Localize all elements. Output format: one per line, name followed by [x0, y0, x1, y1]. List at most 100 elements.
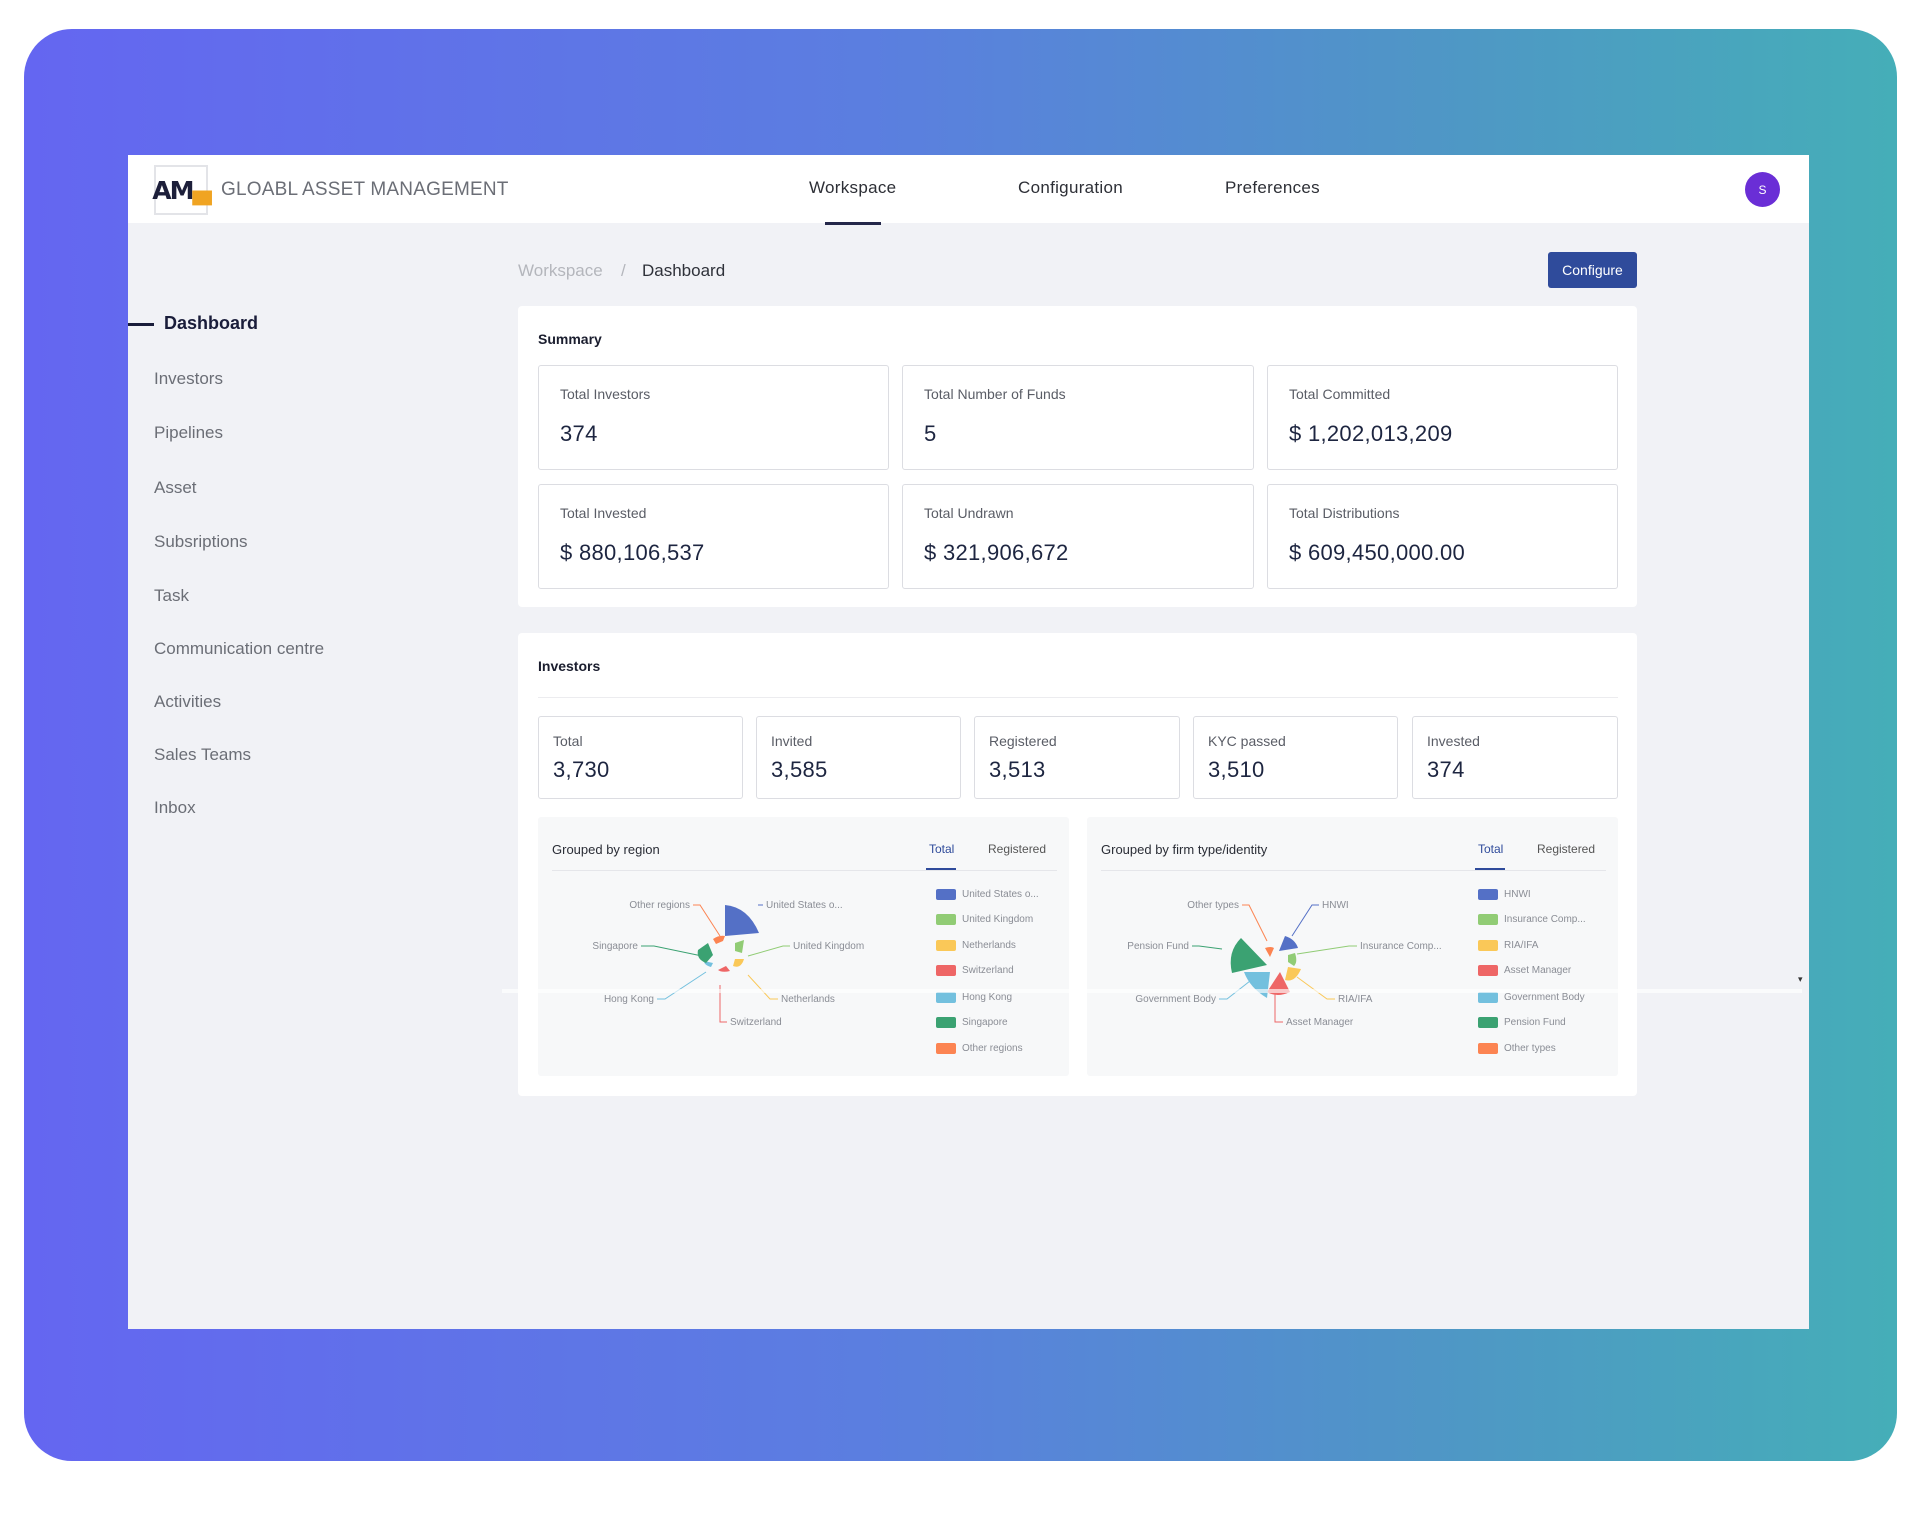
breadcrumb-parent[interactable]: Workspace — [518, 261, 603, 280]
region-slices — [697, 905, 759, 972]
logo[interactable]: AM▄ — [152, 165, 212, 215]
legend-item[interactable]: Switzerland — [936, 965, 1014, 976]
investor-stat-invested: Invested 374 — [1412, 716, 1618, 799]
sidebar-item-dashboard[interactable]: Dashboard — [164, 313, 259, 333]
region-tab-registered[interactable]: Registered — [988, 842, 1047, 856]
firm-tab-indicator — [1475, 868, 1505, 870]
nav-tab-preferences[interactable]: Preferences — [1225, 178, 1320, 197]
stat-value: 374 — [1427, 757, 1465, 782]
leader-united-kingdom — [747, 945, 790, 957]
active-indicator — [128, 323, 154, 326]
label-united-states: United States o... — [766, 900, 843, 911]
sidebar-item-sales-teams[interactable]: Sales Teams — [154, 745, 252, 764]
slice-singapore — [697, 943, 713, 963]
investor-stat-kyc-passed: KYC passed 3,510 — [1193, 716, 1398, 799]
leader-netherlands — [747, 974, 778, 1000]
legend-item[interactable]: RIA/IFA — [1478, 940, 1538, 951]
legend-swatch — [1478, 965, 1498, 976]
label-insurance: Insurance Comp... — [1360, 941, 1442, 952]
stat-value: $ 880,106,537 — [560, 540, 705, 565]
legend-swatch — [936, 965, 956, 976]
legend-label: Insurance Comp... — [1504, 914, 1586, 925]
legend-label: Netherlands — [962, 940, 1016, 951]
legend-swatch — [936, 914, 956, 925]
stat-total-invested: Total Invested $ 880,106,537 — [538, 484, 889, 589]
stat-label: Total Investors — [560, 386, 651, 402]
legend-item[interactable]: United States o... — [936, 889, 1039, 900]
nav-tab-configuration[interactable]: Configuration — [1018, 178, 1124, 197]
legend-item[interactable]: Government Body — [1478, 992, 1585, 1003]
avatar-initial: S — [1758, 182, 1767, 197]
stat-value: 5 — [924, 421, 937, 446]
legend-item[interactable]: Other regions — [936, 1043, 1023, 1054]
label-united-kingdom: United Kingdom — [793, 941, 864, 952]
sidebar-item-inbox[interactable]: Inbox — [154, 798, 196, 817]
stat-label: Total Undrawn — [924, 505, 1014, 521]
leader-government-body — [1219, 980, 1251, 1000]
legend-item[interactable]: Other types — [1478, 1043, 1556, 1054]
nav-tab-workspace[interactable]: Workspace — [809, 178, 897, 225]
slice-united-kingdom — [735, 940, 744, 953]
stat-label: Total Distributions — [1289, 505, 1400, 521]
sidebar-item-subscriptions[interactable]: Subsriptions — [154, 532, 248, 551]
label-netherlands: Netherlands — [781, 994, 835, 1005]
stat-label: Total Committed — [1289, 386, 1391, 402]
firm-tab-registered[interactable]: Registered — [1537, 842, 1596, 856]
legend-label: Switzerland — [962, 965, 1014, 976]
leader-hong-kong — [657, 971, 707, 1000]
legend-item[interactable]: United Kingdom — [936, 914, 1033, 925]
sidebar-item-pipelines[interactable]: Pipelines — [154, 423, 223, 442]
legend-item[interactable]: Singapore — [936, 1017, 1008, 1028]
stat-value: 374 — [560, 421, 598, 446]
app-window: AM▄ GLOABL ASSET MANAGEMENT Workspace Co… — [128, 155, 1809, 1329]
firm-rose-chart: Other types HNWI Pension Fund Insurance … — [1127, 900, 1442, 1028]
legend-label: United Kingdom — [962, 914, 1034, 925]
legend-label: Singapore — [962, 1017, 1008, 1028]
logo-mark: AM▄ — [152, 175, 211, 205]
sidebar-item-task[interactable]: Task — [154, 586, 189, 605]
legend-item[interactable]: Asset Manager — [1478, 965, 1571, 976]
region-leader-lines — [641, 904, 790, 1023]
breadcrumb-current: Dashboard — [642, 261, 726, 280]
slice-ria-ifa — [1285, 967, 1301, 981]
legend-label: Asset Manager — [1504, 965, 1572, 976]
summary-card: Summary Total Investors 374 Total Number… — [518, 306, 1637, 607]
label-government-body: Government Body — [1135, 994, 1216, 1005]
legend-item[interactable]: HNWI — [1478, 889, 1531, 900]
region-slice-labels: Other regions United States o... Singapo… — [592, 900, 864, 1028]
slice-hnwi — [1279, 936, 1298, 951]
stat-label: Invited — [771, 733, 813, 749]
region-tab-total[interactable]: Total — [929, 842, 955, 856]
slice-other-regions — [713, 935, 725, 944]
breadcrumb-separator: / — [621, 261, 626, 280]
legend-item[interactable]: Hong Kong — [936, 992, 1012, 1003]
sidebar-item-activities[interactable]: Activities — [154, 692, 222, 711]
legend-item[interactable]: Netherlands — [936, 940, 1016, 951]
region-rose-chart: Other regions United States o... Singapo… — [592, 900, 864, 1028]
sidebar-item-communication-centre[interactable]: Communication centre — [154, 639, 325, 658]
stat-value: $ 1,202,013,209 — [1289, 421, 1453, 446]
leader-other-regions — [693, 904, 721, 937]
firm-tab-total[interactable]: Total — [1478, 842, 1504, 856]
firm-leader-lines — [1192, 904, 1357, 1023]
leader-singapore — [641, 945, 703, 957]
stat-value: 3,585 — [771, 757, 828, 782]
stat-value: 3,730 — [553, 757, 610, 782]
stat-value: $ 609,450,000.00 — [1289, 540, 1466, 565]
slice-other-types — [1265, 947, 1274, 957]
chevron-down-icon[interactable]: ▾ — [1798, 974, 1803, 984]
legend-swatch — [1478, 1017, 1498, 1028]
legend-label: Other regions — [962, 1043, 1023, 1054]
user-avatar[interactable]: S — [1745, 172, 1780, 207]
legend-label: RIA/IFA — [1504, 940, 1539, 951]
legend-swatch — [936, 940, 956, 951]
legend-item[interactable]: Insurance Comp... — [1478, 914, 1586, 925]
firm-chart-panel: Grouped by firm type/identity Total Regi… — [1087, 817, 1618, 1076]
firm-chart-title: Grouped by firm type/identity — [1101, 842, 1268, 857]
legend-item[interactable]: Pension Fund — [1478, 1017, 1566, 1028]
label-other-types: Other types — [1187, 900, 1239, 911]
sidebar-item-investors[interactable]: Investors — [154, 369, 223, 388]
stat-total-undrawn: Total Undrawn $ 321,906,672 — [902, 484, 1254, 589]
sidebar-item-asset[interactable]: Asset — [154, 478, 197, 497]
configure-button[interactable]: Configure — [1548, 252, 1637, 288]
